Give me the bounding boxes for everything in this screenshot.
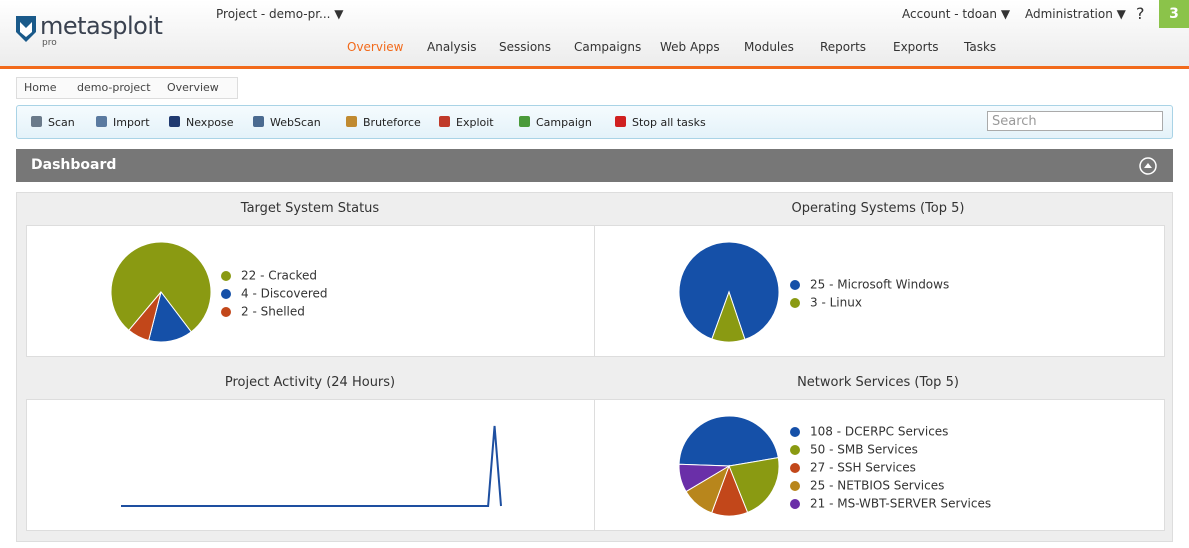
panel-title: Target System Status (240, 201, 380, 216)
nav-tab[interactable]: Exports (893, 40, 939, 54)
pie-slice (128, 291, 162, 342)
activity-line (121, 425, 502, 507)
breadcrumb-item[interactable]: Home (24, 81, 57, 94)
legend-label: 108 - DCERPC Services (810, 425, 948, 439)
account-menu[interactable]: Account - tdoan ▼ (902, 7, 1011, 21)
panel-title: Project Activity (24 Hours) (224, 375, 396, 390)
toolbar-icon (439, 116, 450, 127)
toolbar-icon (96, 116, 107, 127)
legend-dot (790, 427, 800, 437)
pie-slice (728, 457, 780, 514)
toolbar-button[interactable]: Stop all tasks (632, 116, 706, 129)
toolbar-button[interactable]: Scan (48, 116, 75, 129)
toolbar-icon (615, 116, 626, 127)
toolbar (16, 105, 1173, 139)
legend-label: 50 - SMB Services (810, 443, 918, 457)
toolbar-button[interactable]: Nexpose (186, 116, 234, 129)
toolbar-icon (31, 116, 42, 127)
help[interactable]: ? (1136, 4, 1145, 23)
nav-tab[interactable]: Web Apps (660, 40, 720, 54)
collapse-button[interactable] (1138, 156, 1158, 176)
pie-slice (678, 463, 731, 493)
toolbar-icon (346, 116, 357, 127)
legend-dot (221, 289, 231, 299)
legend-dot (221, 307, 231, 317)
search-box[interactable]: Search (987, 111, 1163, 131)
nav-tab[interactable]: Campaigns (574, 40, 642, 54)
notifications[interactable]: 3 (1159, 0, 1189, 28)
toolbar-button[interactable]: Exploit (456, 116, 494, 129)
legend-dot (790, 481, 800, 491)
legend-dot (221, 271, 231, 281)
dashboard-title: Dashboard (31, 157, 117, 173)
toolbar-button[interactable]: Bruteforce (363, 116, 421, 129)
legend-dot (790, 298, 800, 308)
legend-label: 3 - Linux (810, 296, 862, 310)
toolbar-button[interactable]: WebScan (270, 116, 321, 129)
logo[interactable]: metasploit (40, 12, 163, 40)
legend-label: 22 - Cracked (241, 269, 317, 283)
panel-title: Network Services (Top 5) (797, 375, 959, 390)
legend-label: 27 - SSH Services (810, 461, 916, 475)
legend-label: 21 - MS-WBT-SERVER Services (810, 497, 991, 511)
logo-icon (16, 16, 36, 42)
breadcrumb-bar (16, 77, 238, 99)
toolbar-button[interactable]: Import (113, 116, 150, 129)
legend-dot (790, 463, 800, 473)
legend-dot (790, 445, 800, 455)
nav-tab[interactable]: Overview (347, 40, 404, 54)
chart-panel: 25 - Microsoft Windows 3 - Linux (594, 225, 1165, 357)
pie-slice (711, 290, 746, 343)
project-menu[interactable]: Project - demo-pr... ▼ (216, 7, 344, 21)
nav-tab[interactable]: Reports (820, 40, 867, 54)
panel-title: Operating Systems (Top 5) (791, 201, 965, 216)
breadcrumb-item[interactable]: demo-project (77, 81, 151, 94)
nav-tab[interactable]: Sessions (499, 40, 552, 54)
logo-sub: pro (42, 38, 57, 48)
chart-panel: 22 - Cracked 4 - Discovered 2 - Shelled (26, 225, 595, 357)
chart-panel: 108 - DCERPC Services 50 - SMB Services 27… (594, 399, 1165, 531)
toolbar-icon (169, 116, 180, 127)
legend-label: 4 - Discovered (241, 287, 328, 301)
breadcrumb-item[interactable]: Overview (167, 81, 219, 94)
nav-tab[interactable]: Tasks (964, 40, 997, 54)
pie-slice (110, 241, 212, 333)
toolbar-icon (519, 116, 530, 127)
legend-label: 25 - Microsoft Windows (810, 278, 949, 292)
legend-label: 25 - NETBIOS Services (810, 479, 944, 493)
top-bar (0, 0, 1189, 69)
legend-label: 2 - Shelled (241, 305, 305, 319)
toolbar-button[interactable]: Campaign (536, 116, 592, 129)
toolbar-icon (253, 116, 264, 127)
dashboard-header (16, 149, 1173, 182)
pie-slice (678, 415, 779, 467)
nav-tab[interactable]: Modules (744, 40, 794, 54)
legend-dot (790, 280, 800, 290)
admin-menu[interactable]: Administration ▼ (1025, 7, 1126, 21)
chart-panel (26, 399, 595, 531)
legend-dot (790, 499, 800, 509)
nav-tab[interactable]: Analysis (427, 40, 477, 54)
